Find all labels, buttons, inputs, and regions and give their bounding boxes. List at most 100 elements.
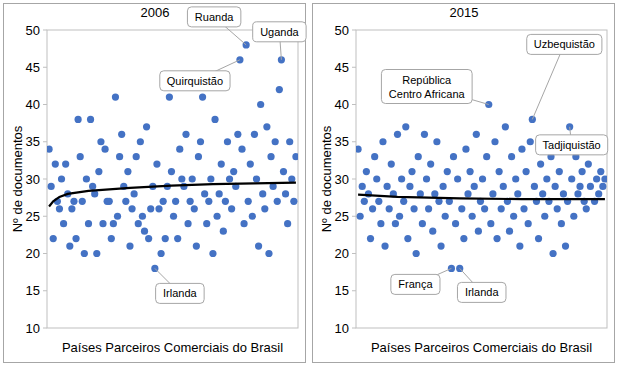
point	[286, 138, 293, 145]
point	[560, 190, 567, 197]
y-tick	[43, 253, 47, 254]
point	[247, 161, 254, 168]
point	[251, 131, 258, 138]
point	[85, 220, 92, 227]
point	[493, 235, 500, 242]
point	[475, 228, 482, 235]
point	[487, 220, 494, 227]
point	[585, 161, 592, 168]
point	[384, 183, 391, 190]
point	[361, 198, 368, 205]
point	[437, 242, 444, 249]
point	[124, 168, 131, 175]
point	[464, 190, 471, 197]
point	[525, 220, 532, 227]
point	[462, 146, 469, 153]
point	[375, 198, 382, 205]
point	[552, 183, 559, 190]
point	[288, 175, 295, 182]
point	[222, 198, 229, 205]
y-tick-label: 30	[26, 172, 40, 187]
point	[143, 123, 150, 130]
y-tick	[352, 30, 356, 31]
point	[272, 138, 279, 145]
point	[97, 138, 104, 145]
y-tick-label: 20	[26, 246, 40, 261]
point	[574, 190, 581, 197]
point	[516, 242, 523, 249]
point	[122, 198, 129, 205]
point	[193, 242, 200, 249]
point	[180, 183, 187, 190]
point	[155, 205, 162, 212]
annotation-box	[457, 282, 506, 302]
point	[369, 205, 376, 212]
point	[541, 213, 548, 220]
point	[415, 153, 422, 160]
point	[68, 205, 75, 212]
point	[527, 138, 534, 145]
point	[201, 190, 208, 197]
y-tick	[43, 141, 47, 142]
point	[479, 175, 486, 182]
point	[133, 153, 140, 160]
point	[131, 190, 138, 197]
point	[145, 235, 152, 242]
point	[259, 190, 266, 197]
point	[58, 175, 65, 182]
point	[570, 213, 577, 220]
annotation-text: RepúblicaCentro Africana	[389, 74, 466, 100]
point	[554, 205, 561, 212]
point	[87, 116, 94, 123]
y-tick-label: 10	[335, 321, 349, 336]
point	[425, 205, 432, 212]
point	[406, 183, 413, 190]
y-tick	[352, 216, 356, 217]
point	[93, 250, 100, 257]
point	[367, 235, 374, 242]
y-tick-label: 45	[335, 60, 349, 75]
point	[558, 220, 565, 227]
annotation-leader	[532, 44, 564, 119]
point	[228, 205, 235, 212]
point	[126, 242, 133, 249]
y-tick	[43, 30, 47, 31]
point	[520, 205, 527, 212]
point	[381, 242, 388, 249]
point	[189, 175, 196, 182]
title: 2006	[141, 5, 170, 20]
point	[110, 220, 117, 227]
point	[153, 161, 160, 168]
point	[157, 250, 164, 257]
point	[522, 168, 529, 175]
point	[400, 198, 407, 205]
point	[388, 161, 395, 168]
point	[265, 250, 272, 257]
point	[587, 183, 594, 190]
point	[116, 153, 123, 160]
point	[203, 220, 210, 227]
point	[356, 146, 362, 153]
point	[128, 205, 135, 212]
y-tick	[43, 104, 47, 105]
point	[568, 175, 575, 182]
point	[363, 168, 370, 175]
point	[576, 183, 583, 190]
point	[595, 190, 602, 197]
point	[359, 183, 366, 190]
point	[473, 131, 480, 138]
point	[500, 183, 507, 190]
point	[469, 213, 476, 220]
point	[466, 168, 473, 175]
point	[234, 131, 241, 138]
point	[218, 161, 225, 168]
point	[213, 213, 220, 220]
point	[537, 161, 544, 168]
point	[245, 198, 252, 205]
point	[392, 220, 399, 227]
point	[508, 153, 515, 160]
panel: 2006101520253035404550Nº de documentosPa…	[4, 4, 307, 363]
annotations: RuandaUgandaQuirquistãoIrlanda	[155, 7, 306, 304]
point	[160, 198, 167, 205]
panel-border	[4, 4, 306, 363]
